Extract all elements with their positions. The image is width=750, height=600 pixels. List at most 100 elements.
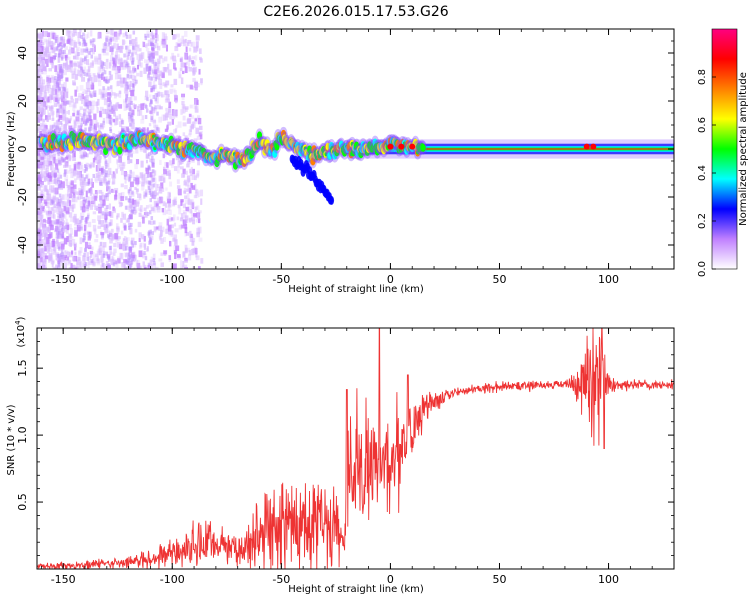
noise-speck (152, 119, 157, 124)
noise-speck (84, 34, 89, 40)
noise-speck (38, 266, 41, 269)
noise-column-speck (80, 206, 83, 211)
noise-speck (47, 84, 52, 90)
noise-speck (138, 180, 141, 184)
noise-column-speck (59, 64, 62, 69)
noise-speck (100, 220, 104, 228)
noise-speck (79, 146, 83, 151)
noise-speck (46, 105, 51, 109)
noise-speck (168, 69, 172, 76)
snr-y-tick-label: 1.5 (16, 359, 29, 377)
noise-speck (117, 256, 121, 260)
noise-speck (155, 43, 159, 49)
noise-speck (38, 202, 41, 210)
noise-speck (115, 81, 120, 87)
noise-speck (44, 233, 47, 239)
noise-speck (48, 151, 52, 159)
noise-speck (177, 53, 180, 57)
noise-speck (154, 190, 157, 197)
noise-speck (149, 110, 153, 114)
noise-speck (165, 44, 168, 52)
noise-speck (133, 50, 137, 54)
noise-speck (56, 197, 60, 204)
noise-speck (109, 170, 112, 176)
noise-speck (189, 84, 193, 90)
noise-speck (194, 98, 199, 104)
noise-speck (162, 153, 165, 159)
noise-speck (105, 59, 109, 65)
noise-speck (45, 232, 48, 238)
noise-column-speck (97, 74, 101, 79)
noise-speck (105, 30, 110, 35)
noise-speck (55, 206, 59, 213)
noise-column-speck (127, 156, 130, 161)
ridge-hotspot (153, 146, 157, 151)
noise-speck (148, 170, 151, 174)
noise-speck (37, 40, 41, 47)
noise-speck (121, 211, 124, 218)
noise-speck (46, 118, 49, 123)
noise-speck (98, 206, 102, 214)
noise-speck (48, 51, 52, 57)
noise-speck (79, 175, 82, 181)
noise-speck (101, 167, 104, 173)
noise-speck (116, 80, 121, 86)
noise-speck (42, 192, 46, 197)
noise-column-speck (82, 196, 86, 201)
noise-speck (78, 32, 82, 38)
noise-speck (186, 175, 191, 182)
noise-speck (188, 113, 192, 117)
noise-speck (108, 147, 112, 153)
noise-speck (157, 58, 161, 65)
noise-speck (143, 67, 147, 74)
noise-speck (77, 125, 81, 130)
noise-speck (42, 108, 46, 115)
noise-speck (118, 164, 123, 168)
noise-speck (138, 104, 142, 109)
noise-speck (150, 264, 153, 269)
noise-column-speck (107, 255, 110, 260)
noise-speck (184, 226, 188, 234)
noise-speck (136, 262, 141, 269)
noise-speck (196, 205, 200, 211)
noise-column-speck (134, 68, 137, 73)
noise-column-speck (148, 210, 152, 215)
noise-speck (38, 90, 43, 95)
noise-column-speck (154, 39, 158, 44)
noise-column-speck (55, 80, 59, 85)
spectrogram-x-tick-label: 100 (598, 273, 619, 286)
noise-speck (109, 211, 114, 218)
noise-speck (79, 200, 83, 208)
noise-speck (94, 178, 99, 184)
noise-column-speck (128, 263, 132, 268)
noise-speck (84, 181, 87, 187)
noise-speck (64, 156, 68, 160)
noise-column-speck (132, 207, 136, 212)
noise-speck (152, 107, 156, 114)
noise-speck (40, 190, 44, 197)
noise-speck (92, 73, 96, 77)
noise-column-speck (152, 94, 156, 99)
noise-speck (198, 56, 202, 61)
noise-speck (191, 237, 196, 243)
noise-speck (37, 44, 40, 49)
noise-speck (154, 51, 159, 56)
noise-column-speck (85, 174, 88, 179)
noise-speck (95, 257, 100, 264)
noise-speck (168, 218, 172, 222)
noise-speck (67, 30, 71, 38)
noise-speck (63, 206, 66, 212)
noise-speck (183, 106, 186, 114)
noise-column-speck (101, 203, 104, 208)
noise-speck (88, 72, 92, 78)
noise-speck (39, 65, 42, 70)
noise-column-speck (148, 220, 151, 225)
noise-speck (76, 48, 79, 55)
noise-speck (110, 29, 114, 36)
noise-speck (68, 49, 72, 55)
noise-speck (110, 54, 114, 61)
noise-speck (161, 187, 165, 192)
spectrogram-y-tick-label: -20 (16, 188, 29, 206)
noise-speck (91, 181, 94, 188)
noise-speck (157, 197, 160, 204)
